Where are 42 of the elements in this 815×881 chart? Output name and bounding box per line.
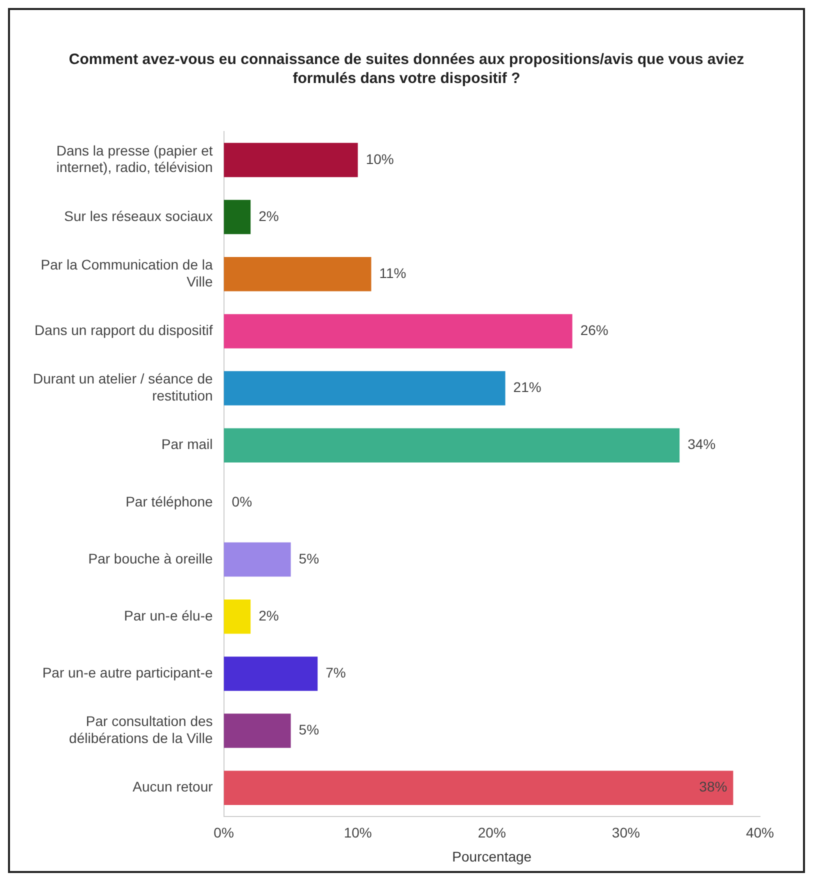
y-tick-label: Par consultation des délibérations de la Ville xyxy=(69,713,213,746)
bar xyxy=(224,200,251,234)
x-axis-title: Pourcentage xyxy=(452,848,532,864)
y-tick-label: Sur les réseaux sociaux xyxy=(64,208,213,224)
y-tick-label: Dans la presse (papier et internet), radio, télévision xyxy=(56,142,213,176)
bar xyxy=(224,770,734,805)
y-tick-label: Par téléphone xyxy=(126,493,213,510)
x-tick-label: 40% xyxy=(746,824,774,841)
y-tick-label: Par un-e élu-e xyxy=(124,607,213,624)
y-tick-label: Durant un atelier / séance de restitution xyxy=(32,370,213,404)
data-label: 26% xyxy=(580,322,608,338)
data-label: 0% xyxy=(232,493,252,510)
bar xyxy=(224,256,372,292)
data-label: 21% xyxy=(513,379,542,396)
data-label: 2% xyxy=(258,607,279,624)
y-tick-label: Dans un rapport du dispositif xyxy=(34,322,213,338)
data-label: 10% xyxy=(366,150,394,167)
bar xyxy=(224,314,572,348)
y-tick-label: Aucun retour xyxy=(132,778,214,795)
bar xyxy=(224,714,291,748)
x-tick-label: 20% xyxy=(478,824,506,841)
data-label: 11% xyxy=(379,264,406,281)
data-label: 2% xyxy=(258,208,279,224)
data-label: 7% xyxy=(326,664,346,681)
y-tick-label: Par mail xyxy=(161,436,213,452)
bar xyxy=(224,428,680,462)
bar xyxy=(224,656,318,691)
y-tick-label: Par bouche à oreille xyxy=(88,550,213,566)
x-tick-label: 0% xyxy=(214,824,234,841)
bar xyxy=(224,142,358,178)
x-tick-label: 30% xyxy=(612,824,640,841)
y-tick-label: Par la Communication de la Ville xyxy=(40,256,213,290)
data-label: 5% xyxy=(298,550,320,566)
bar xyxy=(224,599,251,634)
data-label: 5% xyxy=(298,722,320,738)
x-tick-label: 10% xyxy=(344,824,372,841)
bar xyxy=(224,542,291,577)
bar xyxy=(224,371,506,406)
data-label: 34% xyxy=(688,436,716,452)
y-tick-label: Par un-e autre participant-e xyxy=(42,664,213,681)
data-label: 38% xyxy=(699,778,728,795)
chart-title: Comment avez-vous eu connaissance de suites données aux propositions/avis que vous aviez formulés dans votre dispositif ? xyxy=(68,50,746,88)
